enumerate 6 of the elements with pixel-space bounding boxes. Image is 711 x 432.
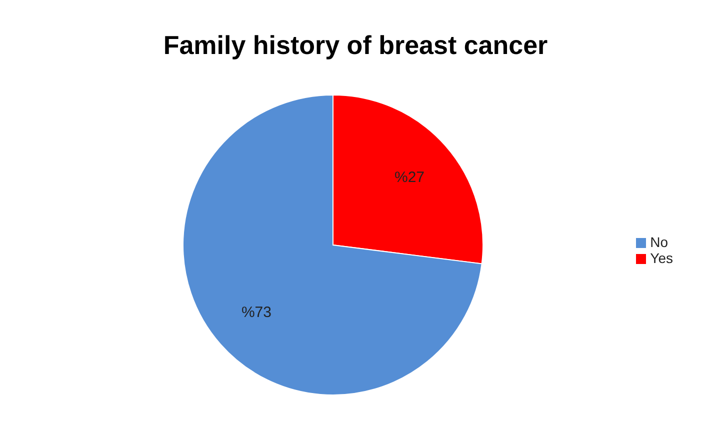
chart-title: Family history of breast cancer bbox=[162, 29, 549, 62]
data-label: %27 bbox=[394, 169, 425, 186]
legend-label: Yes bbox=[650, 250, 673, 266]
pie-slice bbox=[182, 94, 482, 396]
legend-label: No bbox=[650, 234, 668, 250]
data-label: %73 bbox=[241, 304, 272, 321]
